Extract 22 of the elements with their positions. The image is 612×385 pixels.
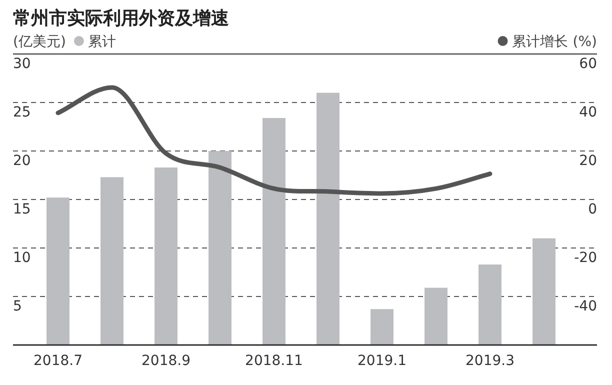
- legend-label: 累计: [88, 34, 116, 50]
- y-tick-label: 20: [13, 153, 31, 169]
- x-tick-label: 2018.11: [245, 353, 303, 369]
- y-tick-label: 25: [13, 104, 31, 120]
- y-tick-label: 10: [13, 250, 31, 266]
- y2-tick-label: 60: [579, 56, 597, 72]
- y2-tick-label: -20: [574, 250, 597, 266]
- y2-tick-label: 20: [579, 153, 597, 169]
- legend-label: 累计增长: [512, 34, 568, 50]
- y2-tick-label: -40: [574, 298, 597, 314]
- x-tick-label: 2019.3: [466, 353, 514, 369]
- y-axis-title: (亿美元): [13, 34, 66, 50]
- y-tick-label: 15: [13, 202, 31, 218]
- y-tick-label: 30: [13, 56, 31, 72]
- x-tick-label: 2018.7: [34, 353, 82, 369]
- x-tick-label: 2018.9: [142, 353, 190, 369]
- y2-tick-label: 40: [579, 104, 597, 120]
- y-tick-label: 5: [13, 298, 22, 314]
- y2-axis-title: (%): [572, 34, 597, 50]
- x-tick-label: 2019.1: [358, 353, 406, 369]
- chart-title: 常州市实际利用外资及增速: [13, 8, 229, 29]
- y2-tick-label: 0: [588, 202, 597, 218]
